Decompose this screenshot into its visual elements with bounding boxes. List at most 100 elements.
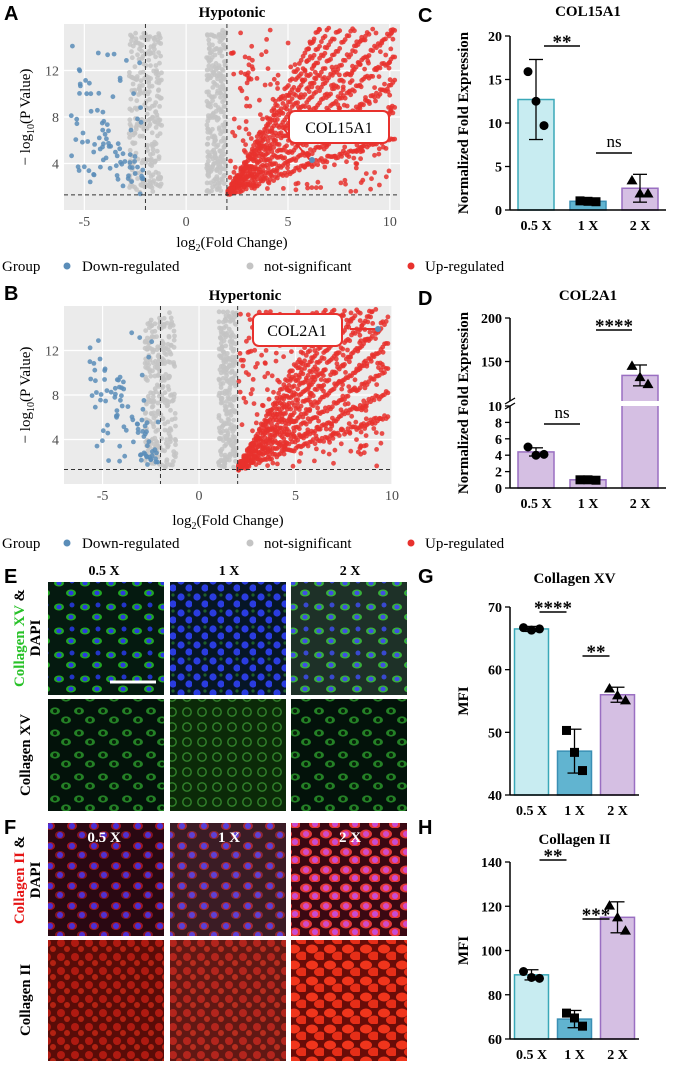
legend-item: not-significant xyxy=(264,536,352,552)
microscopy-panel-f: 0.5 X 1 X 2 X Collagen II & DAPI Collage… xyxy=(12,823,407,1061)
data-point xyxy=(311,80,317,86)
data-point xyxy=(282,443,288,449)
data-point xyxy=(204,32,210,37)
data-point xyxy=(228,342,234,348)
data-point xyxy=(128,127,134,133)
data-point xyxy=(305,162,311,168)
data-point xyxy=(151,410,157,416)
data-point xyxy=(247,163,253,169)
data-point xyxy=(77,91,82,96)
data-point xyxy=(268,172,274,178)
data-point xyxy=(372,170,377,175)
data-point xyxy=(221,363,227,369)
data-point xyxy=(376,151,382,157)
data-point xyxy=(213,46,219,52)
data-point xyxy=(157,444,163,449)
data-point xyxy=(154,450,159,456)
data-point xyxy=(112,385,118,391)
data-point xyxy=(143,410,149,415)
data-point xyxy=(205,118,211,124)
data-point xyxy=(333,356,339,362)
data-point xyxy=(74,121,80,127)
data-point xyxy=(129,165,135,171)
data-point xyxy=(228,381,233,387)
data-point xyxy=(247,317,253,322)
data-point xyxy=(370,48,376,54)
data-point xyxy=(523,442,533,452)
data-point xyxy=(152,364,158,370)
data-point xyxy=(119,161,125,167)
data-point xyxy=(157,104,163,109)
data-point xyxy=(225,416,231,422)
data-point xyxy=(165,375,171,381)
data-point xyxy=(222,388,228,394)
data-point xyxy=(98,392,104,397)
data-point xyxy=(147,162,153,167)
data-point xyxy=(160,396,166,402)
data-point xyxy=(156,156,162,162)
data-point xyxy=(575,475,585,485)
data-point xyxy=(102,377,107,382)
data-point xyxy=(266,396,272,402)
data-point xyxy=(168,393,173,398)
data-point xyxy=(361,450,367,456)
data-point xyxy=(101,141,106,147)
data-point xyxy=(92,404,98,410)
data-point xyxy=(288,406,294,412)
data-point xyxy=(146,354,152,360)
data-point xyxy=(231,180,236,186)
data-point xyxy=(135,176,141,181)
y-tick-label: 8 xyxy=(495,416,502,431)
data-point xyxy=(212,52,218,58)
data-point xyxy=(210,126,215,132)
data-point xyxy=(361,443,367,449)
data-point xyxy=(205,103,211,108)
data-point xyxy=(291,433,297,439)
data-point xyxy=(316,418,321,424)
x-tick-label: 0.5 X xyxy=(516,1048,547,1063)
data-point xyxy=(145,462,150,467)
data-point xyxy=(260,162,266,168)
data-point xyxy=(265,138,271,144)
data-point xyxy=(241,357,246,363)
data-point xyxy=(128,96,134,102)
data-point xyxy=(376,74,382,79)
data-point xyxy=(97,146,103,152)
data-point xyxy=(249,43,255,49)
data-point xyxy=(357,362,362,368)
data-point xyxy=(150,189,156,194)
data-point xyxy=(389,103,395,109)
data-point xyxy=(291,403,297,408)
data-point xyxy=(326,451,332,457)
data-point xyxy=(352,49,358,54)
data-point xyxy=(219,446,225,452)
significance-label: ** xyxy=(587,642,606,663)
data-point xyxy=(241,148,247,153)
data-point xyxy=(275,103,280,109)
data-point xyxy=(378,320,384,326)
data-point xyxy=(297,95,303,101)
y-tick-label: 5 xyxy=(495,161,502,176)
data-point xyxy=(149,130,155,136)
condition-label: 2 X xyxy=(339,830,361,846)
data-point xyxy=(143,118,149,124)
micrograph-collagen-0-5x xyxy=(48,699,164,811)
data-point xyxy=(269,128,275,134)
legend-title: Group xyxy=(2,536,40,552)
data-point xyxy=(311,162,317,167)
data-point xyxy=(84,91,90,97)
data-point xyxy=(141,398,147,403)
y-tick-label: 140 xyxy=(481,856,502,871)
data-point xyxy=(255,431,261,437)
data-point xyxy=(388,108,393,114)
data-point xyxy=(139,173,145,179)
data-point xyxy=(310,403,316,409)
data-point xyxy=(231,71,237,77)
data-point xyxy=(105,430,111,436)
data-point xyxy=(213,183,219,189)
data-point xyxy=(355,449,361,455)
data-point xyxy=(286,83,291,88)
data-point xyxy=(114,408,120,413)
data-point xyxy=(106,458,111,463)
data-point xyxy=(114,377,120,383)
